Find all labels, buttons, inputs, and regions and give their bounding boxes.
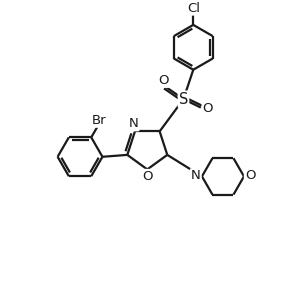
Text: N: N [129, 117, 138, 130]
Text: O: O [203, 102, 213, 115]
Text: O: O [245, 169, 255, 182]
Text: Br: Br [92, 114, 106, 127]
Text: O: O [142, 170, 152, 183]
Text: S: S [179, 92, 188, 107]
Text: Cl: Cl [187, 1, 200, 15]
Text: N: N [191, 169, 201, 182]
Text: O: O [158, 74, 168, 87]
